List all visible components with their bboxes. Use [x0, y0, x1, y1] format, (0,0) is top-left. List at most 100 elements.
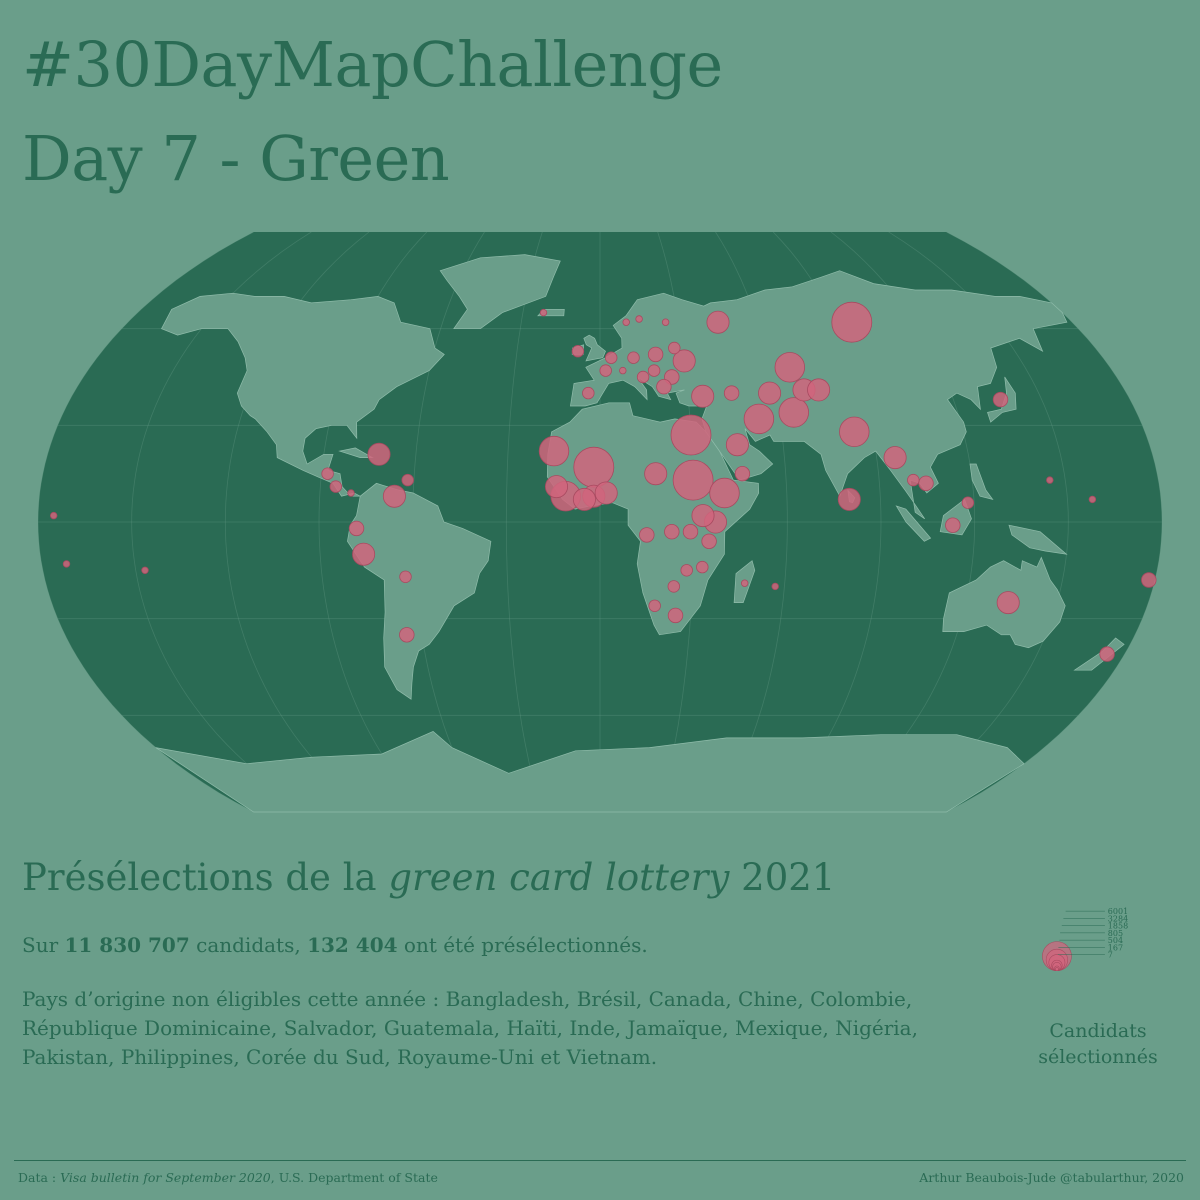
footer-credit: Arthur Beaubois-Jude @tabularthur, 2020: [919, 1170, 1184, 1185]
subtitle-italic: green card lottery: [388, 856, 730, 899]
selected-count: 132 404: [307, 933, 398, 957]
country-bubble: [723, 385, 740, 401]
country-bubble: [758, 381, 782, 405]
country-bubble: [572, 487, 596, 511]
legend-label: 805: [1108, 929, 1123, 938]
country-bubble: [743, 403, 775, 435]
land-new-guinea: [1008, 524, 1068, 555]
country-bubble: [571, 345, 585, 358]
country-bubble: [701, 533, 717, 550]
country-bubble: [635, 315, 643, 323]
country-bubble: [573, 446, 615, 488]
land-south-america: [347, 482, 492, 700]
country-bubble: [680, 564, 693, 577]
legend-title-line2: sélectionnés: [1038, 1046, 1158, 1068]
country-bubble: [605, 351, 618, 364]
country-bubble: [672, 459, 714, 501]
country-bubble: [627, 351, 640, 364]
country-bubble: [734, 466, 751, 482]
country-bubble: [382, 484, 406, 508]
stats-prefix: Sur: [22, 933, 65, 957]
country-bubble: [647, 346, 664, 363]
legend-label: 3284: [1108, 914, 1128, 923]
stats-middle: candidats,: [189, 933, 308, 957]
footer-source-title: Visa bulletin for September 2020: [60, 1170, 271, 1185]
map-subtitle: Présélections de la green card lottery 2…: [22, 856, 835, 899]
legend-title: Candidats sélectionnés: [1028, 1018, 1168, 1070]
country-bubble: [837, 487, 861, 511]
legend-label: 7: [1108, 951, 1113, 960]
country-bubble: [741, 579, 749, 587]
country-bubble: [582, 386, 595, 400]
country-bubble: [883, 446, 907, 470]
country-bubble: [771, 582, 779, 591]
country-bubble: [545, 475, 569, 499]
country-bubble: [918, 475, 934, 492]
stats-suffix: ont été présélectionnés.: [397, 933, 648, 957]
country-bubble: [639, 527, 655, 543]
map-bubbles: [50, 301, 1157, 662]
footer-source-prefix: Data :: [18, 1170, 61, 1185]
country-bubble: [62, 560, 71, 568]
country-bubble: [667, 607, 684, 624]
country-bubble: [399, 627, 415, 643]
country-bubble: [619, 366, 627, 375]
meridian: [505, 231, 543, 813]
country-bubble: [401, 473, 414, 487]
legend-label: 1858: [1108, 922, 1128, 931]
footer-source: Data : Visa bulletin for September 2020,…: [18, 1170, 438, 1185]
country-bubble: [1046, 476, 1054, 484]
title-line-2: Day 7 - Green: [22, 122, 450, 195]
country-bubble: [664, 524, 680, 540]
country-bubble: [996, 591, 1020, 615]
country-bubble: [1141, 572, 1157, 588]
noneligible-countries: Pays d’origine non éligibles cette année…: [22, 987, 918, 1069]
country-bubble: [831, 301, 873, 343]
country-bubble: [839, 416, 870, 448]
country-bubble: [1088, 495, 1097, 504]
country-bubble: [706, 310, 730, 334]
country-bubble: [636, 370, 650, 384]
country-bubble: [691, 504, 715, 528]
stats-line: Sur 11 830 707 candidats, 132 404 ont ét…: [22, 933, 648, 957]
country-bubble: [961, 496, 975, 509]
land-north-america: [161, 292, 445, 497]
footer-source-suffix: , U.S. Department of State: [270, 1170, 438, 1185]
country-bubble: [1099, 646, 1115, 662]
country-bubble: [992, 391, 1009, 408]
country-bubble: [648, 599, 661, 613]
country-bubble: [321, 467, 334, 480]
country-bubble: [599, 364, 612, 377]
country-bubble: [672, 349, 696, 373]
country-bubble: [539, 308, 548, 317]
country-bubble: [538, 435, 570, 467]
country-bubble: [691, 384, 715, 408]
meridian: [37, 231, 254, 813]
meridian: [946, 231, 1163, 813]
legend-label: 6001: [1108, 907, 1128, 916]
subtitle-part2: 2021: [729, 856, 836, 899]
country-bubble: [807, 378, 831, 402]
land-great-britain: [583, 334, 606, 362]
country-bubble: [709, 477, 740, 509]
country-bubble: [594, 481, 618, 505]
country-bubble: [670, 414, 712, 456]
country-bubble: [348, 520, 365, 537]
subtitle-part1: Présélections de la: [22, 856, 389, 899]
country-bubble: [945, 517, 961, 533]
country-bubble: [329, 480, 343, 493]
legend-label: 167: [1108, 943, 1123, 952]
country-bubble: [682, 524, 699, 540]
land-greenland: [439, 254, 561, 330]
title-line-1: #30DayMapChallenge: [22, 28, 723, 101]
country-bubble: [907, 473, 920, 487]
country-bubble: [667, 580, 681, 593]
legend-label: 504: [1108, 936, 1123, 945]
total-candidates: 11 830 707: [64, 933, 190, 957]
country-bubble: [622, 318, 630, 326]
country-bubble: [50, 511, 58, 520]
country-bubble: [725, 433, 749, 457]
country-bubble: [347, 489, 355, 497]
